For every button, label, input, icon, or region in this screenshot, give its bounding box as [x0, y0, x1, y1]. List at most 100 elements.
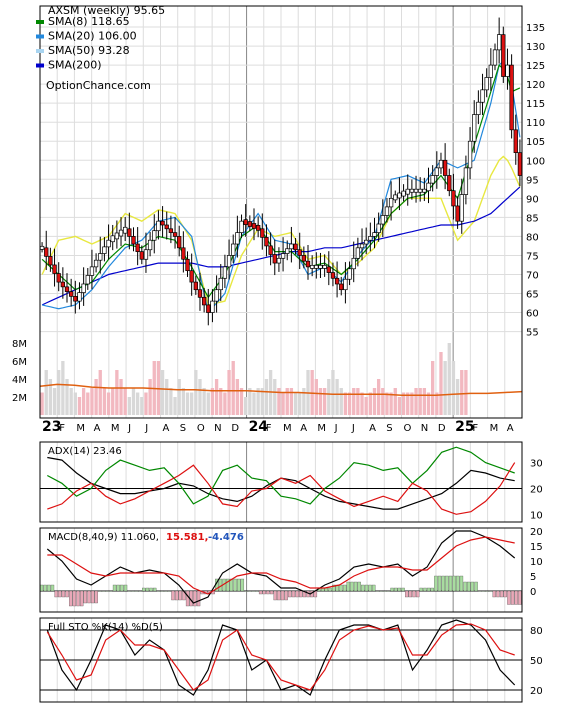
macd-histogram-bar: [284, 590, 288, 601]
candle-body: [210, 300, 215, 313]
candle-body: [73, 296, 78, 302]
volume-bar: [431, 361, 435, 415]
macd-histogram-bar: [437, 575, 442, 592]
macd-histogram-bar: [43, 584, 47, 592]
candle-body: [77, 292, 82, 302]
candle-body: [285, 248, 290, 254]
macd-histogram-bar: [419, 587, 423, 592]
candle-body: [93, 259, 99, 268]
volume-bar: [244, 397, 248, 415]
candle-body: [251, 223, 257, 229]
candle-body: [206, 304, 211, 313]
candle-body: [409, 188, 415, 193]
macd-histogram-bar: [69, 590, 73, 607]
macd-histogram-bar: [273, 590, 277, 601]
volume-bar: [314, 379, 318, 415]
candle-body: [280, 253, 286, 259]
macd-histogram-bar: [412, 590, 416, 598]
macd-histogram-bar: [50, 584, 55, 592]
volume-bar: [318, 388, 323, 415]
volume-bar: [368, 392, 372, 415]
x-tick-label: J: [127, 423, 131, 434]
candle-body: [201, 296, 207, 306]
macd-histogram-value: -4.476: [208, 532, 244, 543]
macd-histogram-bar: [485, 590, 489, 592]
volume-bar: [331, 370, 335, 415]
x-tick-label: F: [59, 423, 65, 434]
volume-bar: [298, 392, 302, 415]
macd-histogram-bar: [47, 584, 51, 592]
candle-body: [168, 228, 174, 233]
macd-histogram-bar: [164, 590, 168, 592]
candle-body: [135, 243, 140, 252]
candle-body: [310, 264, 315, 269]
candle-body: [359, 243, 365, 249]
candle-body: [293, 243, 298, 251]
macd-histogram-bar: [328, 587, 332, 592]
volume-bar: [289, 388, 294, 415]
x-tick-label: A: [369, 423, 376, 434]
price-series: [39, 17, 523, 326]
x-tick-label: J: [334, 423, 338, 434]
x-tick-label: D: [438, 423, 446, 434]
macd-histogram-bar: [269, 590, 274, 595]
macd-histogram-bar: [178, 590, 182, 601]
x-tick-label: M: [111, 423, 120, 434]
macd-histogram-bar: [492, 590, 496, 598]
macd-histogram-bar: [94, 590, 98, 604]
candle-body: [197, 289, 203, 298]
macd-histogram-bar: [452, 575, 456, 592]
macd-histogram-bar: [459, 575, 464, 592]
adx-tick-label: 10: [530, 510, 543, 521]
macd-histogram-bar: [76, 590, 80, 607]
volume-bar: [364, 397, 368, 415]
macd-histogram-bar: [258, 590, 263, 595]
macd-histogram-bar: [408, 590, 413, 598]
volume-bar: [451, 361, 456, 415]
macd-label: MACD(8,40,9) 11.060,: [48, 532, 159, 543]
candle-body: [442, 159, 448, 176]
candle-body: [231, 243, 236, 256]
volume-bar: [202, 388, 206, 415]
volume-bar: [156, 361, 161, 415]
watermark: OptionChance.com: [46, 79, 151, 92]
candle-body: [426, 182, 431, 192]
x-tick-label: A: [300, 423, 307, 434]
sto-panel: 20 50 80 Full STO %K(14) %D(5): [39, 617, 543, 703]
macd-histogram-bar: [474, 581, 478, 592]
macd-histogram-bar: [375, 590, 380, 592]
macd-histogram-bar: [142, 587, 146, 592]
macd-histogram-bar: [299, 590, 303, 598]
macd-histogram-bar: [90, 590, 95, 604]
macd-histogram-bar: [291, 590, 296, 598]
volume-bar: [389, 392, 393, 415]
x-tick-label: J: [351, 423, 355, 434]
x-tick-label: F: [472, 423, 478, 434]
volume-bar: [439, 352, 443, 415]
macd-histogram-bar: [145, 587, 150, 592]
candle-body: [147, 239, 153, 251]
volume-bar: [455, 379, 460, 415]
volume-bar: [131, 388, 136, 415]
candle-body: [272, 254, 277, 264]
volume-bar: [190, 392, 194, 415]
price-tick-label: 135: [526, 23, 545, 34]
macd-histogram-bar: [109, 590, 113, 592]
candle-body: [401, 190, 406, 197]
price-tick-label: 85: [526, 213, 539, 224]
volume-bar: [376, 379, 381, 415]
volume-bar: [223, 392, 227, 415]
macd-histogram-bar: [514, 590, 518, 605]
macd-histogram-bar: [415, 590, 420, 598]
volume-bar: [127, 397, 131, 415]
candle-body: [243, 219, 248, 225]
macd-histogram-bar: [262, 590, 266, 595]
macd-histogram-bar: [445, 575, 449, 592]
macd-histogram-bar: [193, 590, 197, 607]
volume-bar: [135, 392, 140, 415]
macd-histogram-bar: [405, 590, 409, 598]
x-tick-label: M: [76, 423, 85, 434]
price-tick-label: 70: [526, 270, 539, 281]
macd-histogram-bar: [251, 590, 255, 592]
